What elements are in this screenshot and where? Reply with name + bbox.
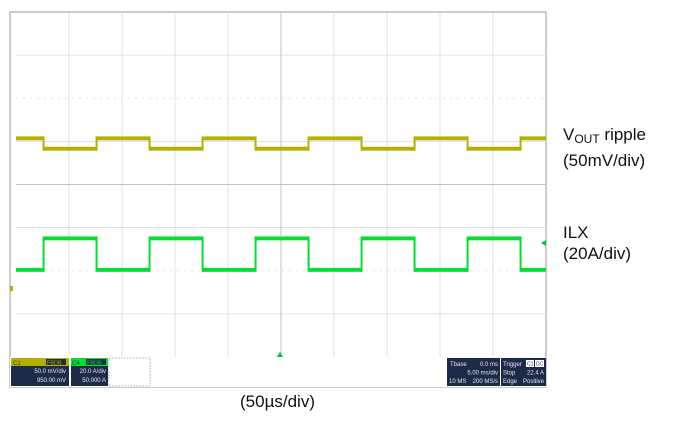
ch4-offset: 50.000 A [82, 378, 106, 384]
trace-edge [466, 236, 469, 272]
ch4-offset-marker [541, 240, 546, 246]
ch1-tag: C1 [13, 361, 21, 367]
trace-edge [148, 236, 151, 272]
trace-edge [360, 136, 363, 151]
trace-edge [42, 236, 45, 272]
trace-segment [43, 146, 97, 151]
trigger-level: 22.4 A [527, 371, 544, 377]
tbase-value: 0.0 ms [480, 362, 498, 368]
trace-edge [95, 136, 98, 151]
trace-segment [255, 236, 309, 241]
status-bar: C1 FBDB 50.0 mV/div 950.00 mV C4 FBDB 20… [10, 357, 546, 387]
trace-segment [520, 267, 546, 272]
trace-edge [466, 136, 469, 151]
ilx-legend: ILX (20A/div) [563, 222, 631, 264]
tbase-label: Tbase [450, 362, 467, 368]
trace-segment [414, 136, 468, 141]
trace-segment [16, 267, 44, 272]
trace-edge [307, 236, 310, 272]
vout-legend: VOUT ripple (50mV/div) [563, 124, 646, 171]
trace-segment [520, 136, 546, 141]
trigger-type: Edge [503, 379, 518, 385]
trace-edge [413, 236, 416, 272]
trace-segment [308, 267, 362, 272]
trace-segment [149, 146, 203, 151]
trace-segment [16, 136, 44, 141]
ch1-ground-marker [10, 286, 13, 291]
ilx-legend-scale: (20A/div) [563, 244, 632, 263]
screen-frame [9, 11, 547, 388]
trace-segment [255, 146, 309, 151]
trace-segment [467, 146, 521, 151]
trace-segment [149, 236, 203, 241]
ch4-tag: C4 [72, 361, 80, 367]
trigger-label: Trigger [503, 362, 522, 368]
ilx-legend-name: ILX [563, 223, 589, 242]
timediv-value: 5.00 ms/div [467, 371, 498, 377]
trace-edge [201, 236, 204, 272]
trace-edge [148, 136, 151, 151]
trace-edge [201, 136, 204, 151]
trace-edge [307, 136, 310, 151]
ch1-scale: 50.0 mV/div [34, 369, 66, 375]
trace-segment [96, 136, 150, 141]
trace-edge [95, 236, 98, 272]
trace-segment [361, 146, 415, 151]
trace-edge [254, 236, 257, 272]
ch1-offset: 950.00 mV [37, 378, 66, 384]
trigger-slope: Positive [523, 379, 545, 385]
trigger-source-badge: C1 [527, 362, 534, 368]
trigger-coupling-badge: DC [536, 362, 544, 368]
waveform-traces [16, 136, 546, 272]
trace-segment [414, 267, 468, 272]
x-scale-caption: (50µs/div) [240, 392, 315, 411]
trace-edge [519, 136, 522, 151]
timebase-status-block[interactable] [447, 358, 500, 386]
trigger-mode: Stop [503, 371, 516, 377]
sample-count: 10 MS [449, 379, 466, 385]
trace-edge [519, 236, 522, 272]
trace-edge [413, 136, 416, 151]
sample-rate: 200 MS/s [473, 379, 498, 385]
trace-segment [43, 236, 97, 241]
trace-edge [254, 136, 257, 151]
trace-segment [308, 136, 362, 141]
trace-segment [361, 236, 415, 241]
vout-legend-name: VOUT ripple [563, 125, 646, 146]
trigger-marker [277, 352, 283, 357]
trace-edge [360, 236, 363, 272]
trace-segment [96, 267, 150, 272]
vout-legend-scale: (50mV/div) [563, 151, 646, 170]
ch4-badge: FBDB [87, 361, 102, 367]
trace-segment [467, 236, 521, 241]
empty-channel-slot [108, 357, 151, 387]
trace-segment [202, 267, 256, 272]
ch4-scale: 20.0 A/div [80, 369, 106, 375]
trace-edge [42, 136, 45, 151]
ch1-badge: FBDB [47, 361, 62, 367]
trace-segment [202, 136, 256, 141]
